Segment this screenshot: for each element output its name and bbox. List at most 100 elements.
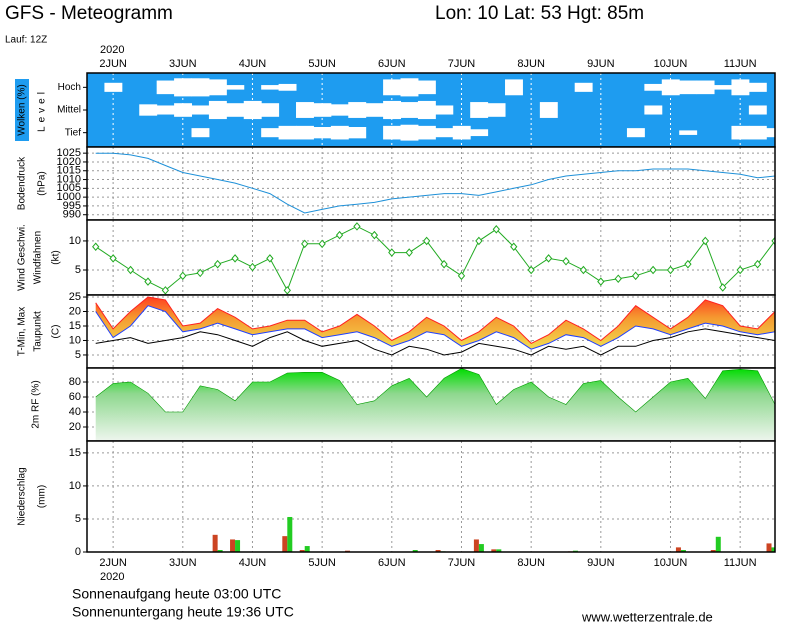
temp-line — [95, 305, 775, 350]
bar — [235, 540, 241, 552]
level-label: Tief — [65, 127, 82, 138]
y-axis-label: Bodendruck — [17, 156, 28, 210]
run: Lauf: 12Z — [5, 35, 47, 46]
cloud-gap — [644, 83, 663, 91]
x-tick-label-top: 8JUN — [517, 58, 545, 70]
marker — [283, 286, 291, 295]
y-tick-label: 0 — [75, 546, 81, 558]
cloud-gap — [435, 105, 454, 115]
sunrise: Sonnenaufgang heute 03:00 UTC — [72, 586, 281, 602]
y-tick-label: 80 — [69, 376, 81, 388]
bar — [282, 536, 288, 552]
cloud-gap — [714, 85, 732, 90]
ylabel-bg — [15, 79, 29, 141]
cloud-gap — [383, 125, 402, 140]
marker — [753, 259, 762, 269]
cloud-gap — [417, 100, 436, 120]
cloud-gap — [383, 79, 402, 96]
cloud-gap — [731, 125, 750, 140]
x-tick-label-bottom: 7JUN — [448, 557, 476, 569]
cloud-gap — [365, 103, 384, 117]
bar — [771, 547, 775, 552]
y-axis-label: Windfahnen — [33, 231, 44, 284]
y-tick-label: 20 — [69, 421, 81, 433]
marker — [527, 265, 535, 275]
sunset: Sonnenuntergang heute 19:36 UTC — [72, 604, 294, 620]
bar — [299, 550, 305, 552]
level-label: Hoch — [58, 82, 81, 93]
marker — [510, 242, 518, 252]
bar — [715, 536, 721, 552]
panel-plot — [87, 147, 775, 220]
cloud-gap — [139, 104, 158, 116]
x-tick-label-top: 11JUN — [724, 58, 757, 70]
cloud-gap — [470, 129, 489, 137]
y-tick-label: 25 — [69, 291, 81, 303]
y-axis-label: Wolken (%) — [17, 84, 28, 136]
marker — [213, 259, 222, 269]
marker — [109, 254, 117, 263]
panel-plot — [87, 368, 775, 441]
marker — [684, 259, 692, 269]
cloud-gap — [400, 124, 419, 141]
temp-line — [95, 328, 775, 356]
y-tick-label: 20 — [69, 305, 81, 317]
marker — [318, 239, 326, 249]
area-line — [95, 368, 775, 413]
marker — [144, 277, 152, 286]
marker — [649, 265, 657, 275]
cloud-gap — [296, 102, 314, 118]
y-tick-label: 10 — [69, 334, 81, 346]
marker — [388, 248, 396, 257]
x-tick-label-bottom: 6JUN — [378, 557, 406, 569]
cloud-gap — [226, 103, 245, 117]
marker — [457, 271, 466, 281]
y-axis-label: (mm) — [37, 485, 48, 508]
panel-frame — [86, 440, 776, 553]
cloud-gap — [435, 128, 454, 138]
panel-bg — [87, 220, 775, 295]
y-axis-label: Level — [37, 88, 48, 132]
cloud-gap — [313, 127, 332, 139]
y-axis-label: T-Min, Max — [17, 307, 28, 356]
marker — [666, 265, 675, 275]
marker — [544, 254, 553, 263]
x-tick-label-top: 3JUN — [169, 58, 197, 70]
cloud-gap — [278, 125, 297, 140]
x-tick-label-bottom: 2JUN — [99, 557, 127, 569]
year-bottom: 2020 — [100, 571, 124, 583]
panel-plot — [87, 295, 775, 368]
cloud-gap — [766, 128, 775, 138]
y-tick-label: 5 — [75, 513, 81, 525]
marker — [614, 274, 622, 283]
cloud-gap — [400, 78, 419, 97]
bar — [212, 534, 218, 552]
temp-line — [95, 296, 775, 345]
bar — [496, 549, 502, 552]
x-tick-label-top: 6JUN — [378, 58, 406, 70]
panel-plot — [87, 441, 775, 552]
cloud-gap — [748, 105, 767, 115]
y-tick-label: 1020 — [57, 156, 81, 168]
bar — [675, 547, 681, 552]
marker — [179, 271, 187, 281]
marker — [248, 262, 257, 272]
y-tick-label: 1005 — [57, 182, 81, 194]
cloud-gap — [574, 82, 593, 92]
bar — [435, 550, 441, 552]
cloud-gap — [330, 125, 349, 140]
y-tick-label: 1010 — [57, 173, 81, 185]
marker — [631, 271, 640, 281]
cloud-gap — [679, 80, 698, 95]
y-axis-label: Wind Geschwi. — [17, 224, 28, 291]
panel-bg — [87, 147, 775, 220]
y-tick-label: 40 — [69, 406, 81, 418]
cloud-gap — [243, 100, 262, 120]
marker — [370, 230, 379, 240]
marker — [126, 265, 135, 275]
cloud-gap — [644, 105, 663, 115]
cloud-gap — [348, 102, 367, 118]
x-tick-label-top: 9JUN — [587, 58, 615, 70]
panel-bg — [87, 441, 775, 552]
